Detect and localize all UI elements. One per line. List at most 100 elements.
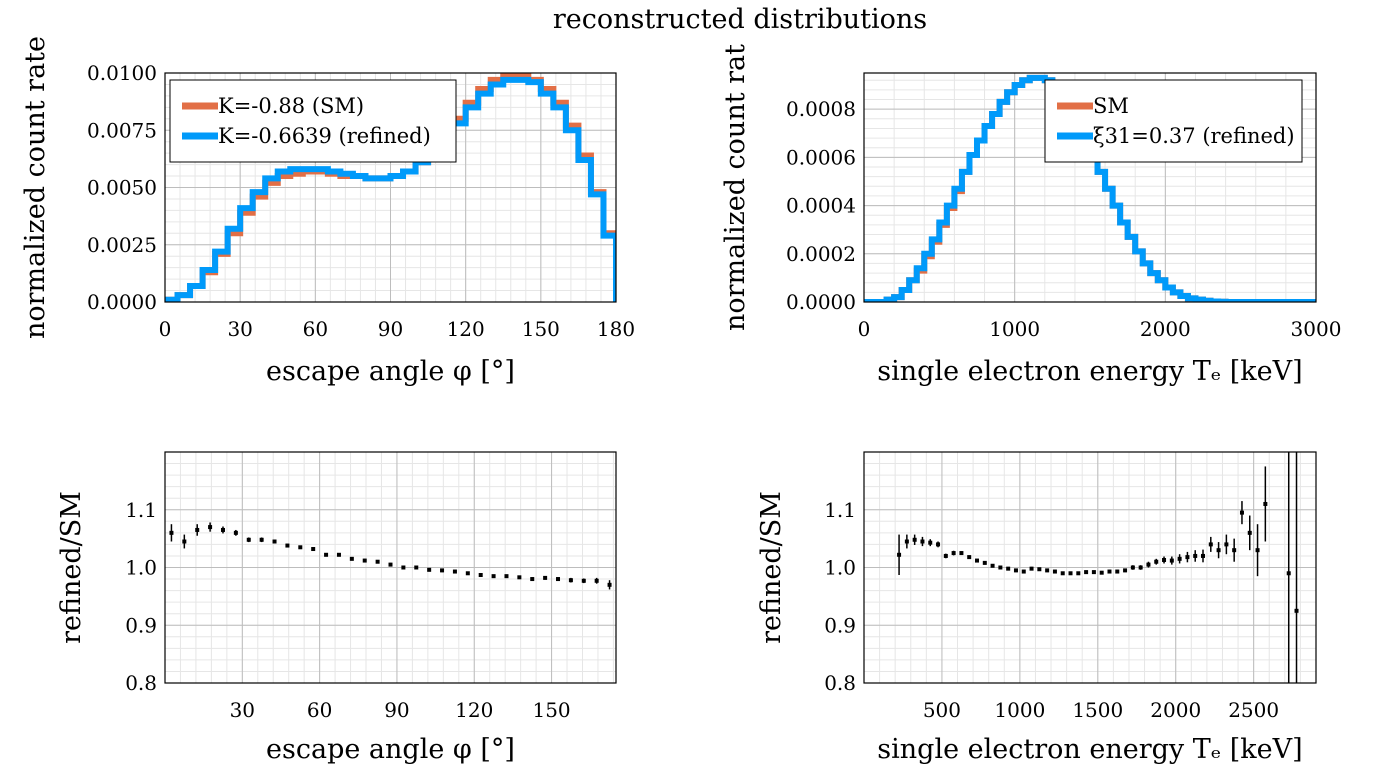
y-axis-label: normalized count rate <box>20 36 51 339</box>
data-point <box>414 565 419 570</box>
legend-entry: K=-0.6639 (refined) <box>218 124 431 148</box>
data-point <box>1255 548 1260 553</box>
data-point <box>336 552 341 557</box>
data-point <box>607 582 612 587</box>
data-point <box>220 527 225 532</box>
panel-angle-distribution: 0 30 60 90 120 150 180 0.0000 0.0025 0.0050 0.0075… <box>20 36 635 387</box>
data-point <box>975 558 979 563</box>
data-point <box>1216 548 1221 553</box>
grid <box>863 451 1317 684</box>
legend: K=-0.88 (SM) K=-0.6639 (refined) <box>169 79 457 163</box>
legend: SM ξ31=0.37 (refined) <box>1044 79 1303 163</box>
plot-frame <box>164 72 617 303</box>
grid <box>164 451 616 684</box>
y-tick-label: 0.8 <box>824 671 856 695</box>
data-point <box>1201 553 1205 558</box>
x-tick-label: 90 <box>384 698 409 722</box>
y-tick-label: 1.1 <box>824 498 856 522</box>
legend-entry: K=-0.88 (SM) <box>218 94 364 118</box>
x-tick-label: 0 <box>159 317 172 341</box>
y-tick-label: 0.0006 <box>786 145 856 169</box>
y-tick-label: 0.0002 <box>786 242 856 266</box>
x-tick-label: 60 <box>303 317 328 341</box>
data-point <box>452 569 457 574</box>
x-tick-label: 150 <box>522 317 560 341</box>
data-point <box>491 574 496 579</box>
data-point <box>990 563 995 568</box>
data-point <box>568 578 573 583</box>
data-point <box>928 540 933 545</box>
data-point <box>1294 608 1299 613</box>
data-point <box>543 575 548 580</box>
data-point <box>556 577 561 582</box>
y-tick-label: 0.0000 <box>786 290 856 314</box>
x-tick-label: 90 <box>378 317 403 341</box>
legend-box <box>1044 79 1303 163</box>
data-point <box>1208 542 1213 547</box>
y-axis-label: normalized count rat <box>720 44 751 331</box>
x-tick-label: 30 <box>230 698 255 722</box>
data-point <box>1045 568 1050 573</box>
y-tick-label: 0.0025 <box>87 233 157 257</box>
data-point <box>1060 571 1065 576</box>
data-point <box>1263 501 1268 506</box>
plot-area <box>165 73 616 302</box>
y-tick-label: 0.8 <box>125 671 157 695</box>
data-point <box>1091 570 1096 575</box>
x-tick-label: 120 <box>447 317 485 341</box>
y-axis-label: refined/SM <box>56 491 87 644</box>
y-tick-label: 1.0 <box>125 556 157 580</box>
data-point <box>388 562 393 567</box>
data-point <box>1239 510 1244 515</box>
data-point <box>1162 557 1167 562</box>
data-point <box>1021 569 1026 574</box>
x-tick-label: 3000 <box>1291 317 1342 341</box>
data-point <box>1232 548 1237 553</box>
data-point <box>233 530 238 535</box>
data-point <box>904 539 909 544</box>
data-point <box>912 537 917 542</box>
data-point <box>1052 569 1057 574</box>
data-point <box>272 539 277 544</box>
plot-frame <box>863 72 1317 303</box>
data-point <box>1115 569 1120 574</box>
data-point <box>982 560 987 565</box>
data-point <box>208 525 213 530</box>
data-point <box>1169 558 1174 563</box>
x-tick-label: 150 <box>532 698 570 722</box>
data-point <box>1084 570 1089 575</box>
data-point <box>897 552 902 557</box>
y-tick-label: 0.0100 <box>87 61 157 85</box>
y-axis-label: refined/SM <box>756 491 787 644</box>
y-tick-label: 0.9 <box>125 613 157 637</box>
data-point <box>195 527 200 532</box>
data-point <box>1068 571 1073 576</box>
y-tick-label: 0.0000 <box>87 290 157 314</box>
x-axis-label: single electron energy Tₑ [keV] <box>877 356 1302 387</box>
data-point <box>440 568 445 573</box>
data-point <box>324 552 329 557</box>
data-point <box>182 539 187 544</box>
plot-area <box>897 452 1299 683</box>
data-point <box>1185 555 1190 560</box>
data-point <box>959 551 964 556</box>
plot-frame <box>164 451 617 684</box>
data-point <box>246 537 251 542</box>
data-point <box>1146 562 1151 567</box>
data-point <box>349 556 354 561</box>
x-tick-label: 2500 <box>1228 698 1279 722</box>
data-point <box>478 573 483 578</box>
x-tick-label: 1000 <box>994 698 1045 722</box>
plot-frame <box>863 451 1317 684</box>
data-point <box>1029 566 1034 571</box>
data-point <box>1247 530 1252 535</box>
y-tick-label: 0.0004 <box>786 194 856 218</box>
legend-entry: ξ31=0.37 (refined) <box>1093 124 1295 148</box>
y-tick-label: 0.0008 <box>786 97 856 121</box>
series-line-refined <box>165 76 616 302</box>
data-point <box>1193 553 1198 558</box>
data-point <box>311 547 316 552</box>
data-point <box>951 551 956 556</box>
x-axis-label: escape angle φ [°] <box>266 356 515 387</box>
